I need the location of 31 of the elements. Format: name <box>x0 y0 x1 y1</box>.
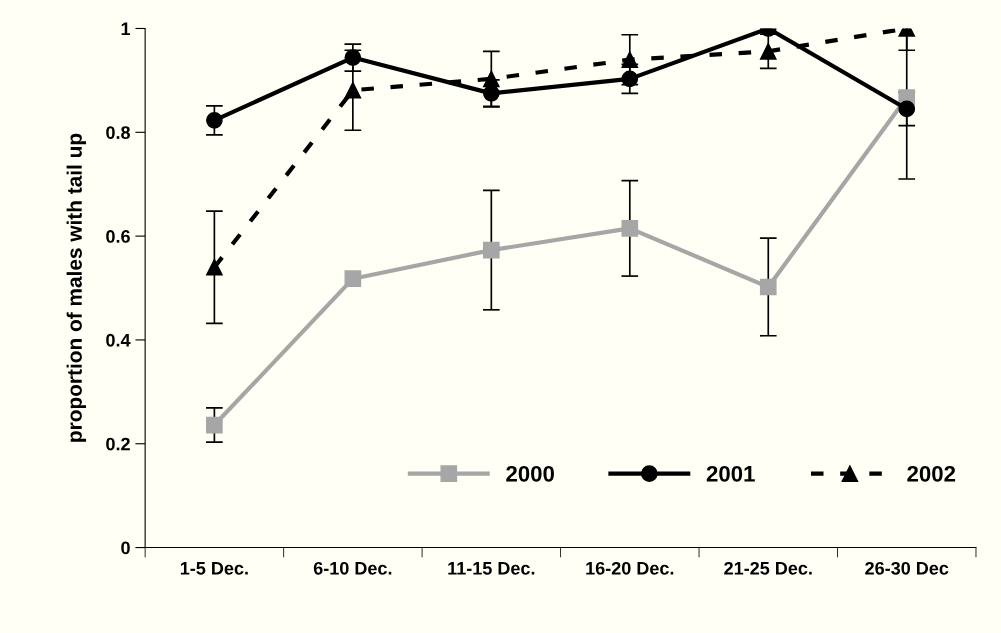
point <box>898 100 916 118</box>
y-tick-label: 0.6 <box>106 230 130 243</box>
point <box>759 278 777 296</box>
legend-label: 2002 <box>907 465 956 482</box>
y-tick-label: 0.2 <box>106 437 130 451</box>
y-tick-label: 0.8 <box>106 126 131 140</box>
point <box>482 241 500 259</box>
legend-label: 2001 <box>706 465 755 482</box>
point <box>759 42 777 60</box>
point <box>344 270 362 288</box>
y-axis-title: proportion of males with tail up <box>66 133 87 442</box>
x-tick-label: 6-10 Dec. <box>313 561 392 575</box>
point <box>482 85 500 102</box>
x-tick-label: 1-5 Dec. <box>180 562 248 575</box>
x-tick-label: 11-15 Dec. <box>448 562 535 575</box>
point <box>344 49 362 66</box>
point <box>206 112 223 129</box>
y-tick-label: 0 <box>121 541 130 555</box>
x-tick-label: 26-30 Dec <box>865 561 949 575</box>
point <box>344 81 362 99</box>
point <box>621 51 639 68</box>
legend-label: 2000 <box>506 465 554 482</box>
point <box>621 219 639 237</box>
x-tick-label: 21-25 Dec. <box>724 561 812 575</box>
point <box>206 258 223 276</box>
point <box>621 70 639 88</box>
x-tick-label: 16-20 Dec. <box>586 561 674 575</box>
point <box>482 70 500 88</box>
y-tick-label: 0.4 <box>106 333 131 347</box>
y-tick-label: 1 <box>121 22 131 36</box>
point <box>206 416 223 434</box>
